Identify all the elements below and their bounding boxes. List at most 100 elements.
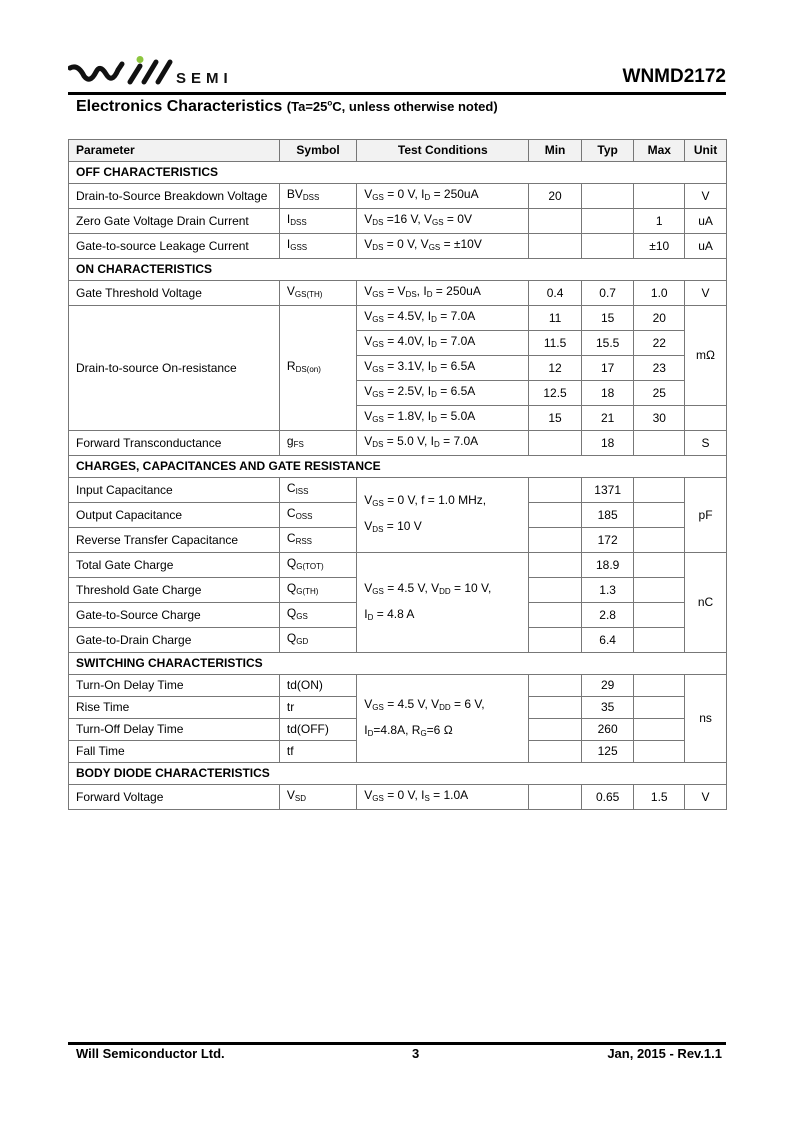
max-cell: 22: [633, 330, 686, 356]
test-conditions-cell: VGS = 3.1V, ID = 6.5A: [356, 355, 530, 381]
symbol-cell: CRSS: [278, 527, 358, 553]
typ-cell: 29: [580, 674, 635, 697]
parameter-cell: Total Gate Charge: [68, 552, 280, 578]
typ-cell: 17: [580, 355, 635, 381]
test-conditions-cell: VGS = VDS, ID = 250uA: [356, 280, 530, 306]
table-row: Drain-to-source On-resistance RDS(on) VGS …: [68, 305, 727, 431]
min-cell: [528, 502, 582, 528]
unit-cell: [684, 405, 727, 431]
symbol-cell: QG(TH): [278, 577, 358, 603]
electrical-characteristics-table: Parameter Symbol Test Conditions Min Typ Max U…: [68, 139, 727, 810]
symbol-cell: VSD: [278, 784, 358, 810]
symbol-cell: RDS(on): [278, 305, 358, 431]
parameter-cell: Drain-to-Source Breakdown Voltage: [68, 183, 280, 209]
min-cell: [528, 527, 582, 553]
test-conditions-cell: VGS = 4.0V, ID = 7.0A: [356, 330, 530, 356]
typ-cell: 21: [580, 405, 635, 431]
typ-cell: 18: [580, 430, 635, 456]
parameter-cell: Turn-On Delay Time: [68, 674, 280, 697]
min-cell: 11.5: [528, 330, 582, 356]
parameter-cell: Input Capacitance: [68, 477, 280, 503]
section-header-row: ON CHARACTERISTICS: [68, 258, 727, 281]
header-divider: [68, 92, 726, 95]
symbol-cell: QG(TOT): [278, 552, 358, 578]
table-row: Drain-to-Source Breakdown Voltage BVDSS VG…: [68, 183, 727, 209]
max-cell: [633, 740, 686, 763]
table-row: Gate-to-Source Charge QGS 2.8: [68, 602, 727, 628]
footer-company: Will Semiconductor Ltd.: [76, 1046, 225, 1061]
page-number: 3: [412, 1046, 420, 1061]
section-title-note: (Ta=25oC, unless otherwise noted): [286, 98, 498, 114]
symbol-cell: BVDSS: [278, 183, 358, 209]
test-conditions-cell: VGS = 4.5 V, VDD = 10 V, ID = 4.8 A: [356, 552, 530, 653]
min-cell: [528, 233, 582, 259]
column-header-parameter: Parameter: [68, 139, 280, 162]
parameter-cell: Output Capacitance: [68, 502, 280, 528]
typ-cell: 15.5: [580, 330, 635, 356]
section-title: CHARGES, CAPACITANCES AND GATE RESISTANC…: [68, 455, 727, 478]
max-cell: [633, 602, 686, 628]
table-row: VGS = 1.8V, ID = 5.0A 15 21 30: [69, 405, 727, 431]
min-cell: 11: [528, 305, 582, 331]
parameter-cell: Gate-to-source Leakage Current: [68, 233, 280, 259]
parameter-cell: Drain-to-source On-resistance: [68, 305, 280, 431]
table-row: Reverse Transfer Capacitance CRSS 172: [68, 527, 727, 553]
unit-cell: V: [684, 784, 727, 810]
symbol-cell: gFS: [278, 430, 358, 456]
min-cell: [528, 552, 582, 578]
will-semi-logo: [68, 56, 173, 85]
section-title: OFF CHARACTERISTICS: [68, 161, 727, 184]
max-cell: [633, 477, 686, 503]
logo-semi-text: SEMI: [176, 70, 233, 87]
typ-cell: 2.8: [580, 602, 635, 628]
typ-cell: 18.9: [580, 552, 635, 578]
max-cell: ±10: [633, 233, 686, 259]
section-header-row: BODY DIODE CHARACTERISTICS: [68, 762, 727, 785]
parameter-cell: Rise Time: [68, 696, 280, 719]
test-conditions-cell: VGS = 0 V, IS = 1.0A: [356, 784, 530, 810]
symbol-cell: QGS: [278, 602, 358, 628]
typ-cell: [580, 233, 635, 259]
parameter-cell: Forward Transconductance: [68, 430, 280, 456]
parameter-cell: Turn-Off Delay Time: [68, 718, 280, 741]
symbol-cell: td(OFF): [278, 718, 358, 741]
table-row: VGS = 4.0V, ID = 7.0A 11.5 15.5 22: [69, 330, 727, 356]
min-cell: 12.5: [528, 380, 582, 406]
typ-cell: 1.3: [580, 577, 635, 603]
symbol-cell: td(ON): [278, 674, 358, 697]
test-conditions-cell: VGS = 1.8V, ID = 5.0A: [356, 405, 530, 431]
symbol-cell: IDSS: [278, 208, 358, 234]
max-cell: [633, 577, 686, 603]
max-cell: 1.5: [633, 784, 686, 810]
column-header-unit: Unit: [684, 139, 727, 162]
test-conditions-cell: VDS =16 V, VGS = 0V: [356, 208, 530, 234]
parameter-cell: Gate-to-Drain Charge: [68, 627, 280, 653]
min-cell: [528, 696, 582, 719]
symbol-cell: VGS(TH): [278, 280, 358, 306]
unit-cell: nC: [684, 552, 727, 653]
section-title: Electronics Characteristics (Ta=25oC, un…: [76, 98, 498, 116]
typ-cell: 125: [580, 740, 635, 763]
unit-cell: S: [684, 430, 727, 456]
test-conditions-cell: VGS = 4.5 V, VDD = 6 V, ID=4.8A, RG=6 Ω: [356, 674, 530, 763]
test-conditions-cell: VGS = 0 V, ID = 250uA: [356, 183, 530, 209]
min-cell: [528, 718, 582, 741]
typ-cell: 1371: [580, 477, 635, 503]
max-cell: [633, 718, 686, 741]
typ-cell: [580, 208, 635, 234]
max-cell: [633, 674, 686, 697]
unit-cell: uA: [684, 208, 727, 234]
table-row: Total Gate Charge QG(TOT) VGS = 4.5 V, VDD…: [68, 552, 727, 653]
table-row: Input Capacitance CISS VGS = 0 V, f = 1.0 …: [68, 477, 727, 553]
max-cell: 20: [633, 305, 686, 331]
table-row: Forward Voltage VSD VGS = 0 V, IS = 1.0A 0.…: [68, 784, 727, 810]
parameter-cell: Zero Gate Voltage Drain Current: [68, 208, 280, 234]
max-cell: [633, 430, 686, 456]
max-cell: [633, 627, 686, 653]
typ-cell: 185: [580, 502, 635, 528]
test-conditions-cell: VGS = 2.5V, ID = 6.5A: [356, 380, 530, 406]
parameter-cell: Reverse Transfer Capacitance: [68, 527, 280, 553]
max-cell: 25: [633, 380, 686, 406]
column-header-test-conditions: Test Conditions: [356, 139, 530, 162]
table-row: Gate-to-Drain Charge QGD 6.4: [68, 627, 727, 653]
